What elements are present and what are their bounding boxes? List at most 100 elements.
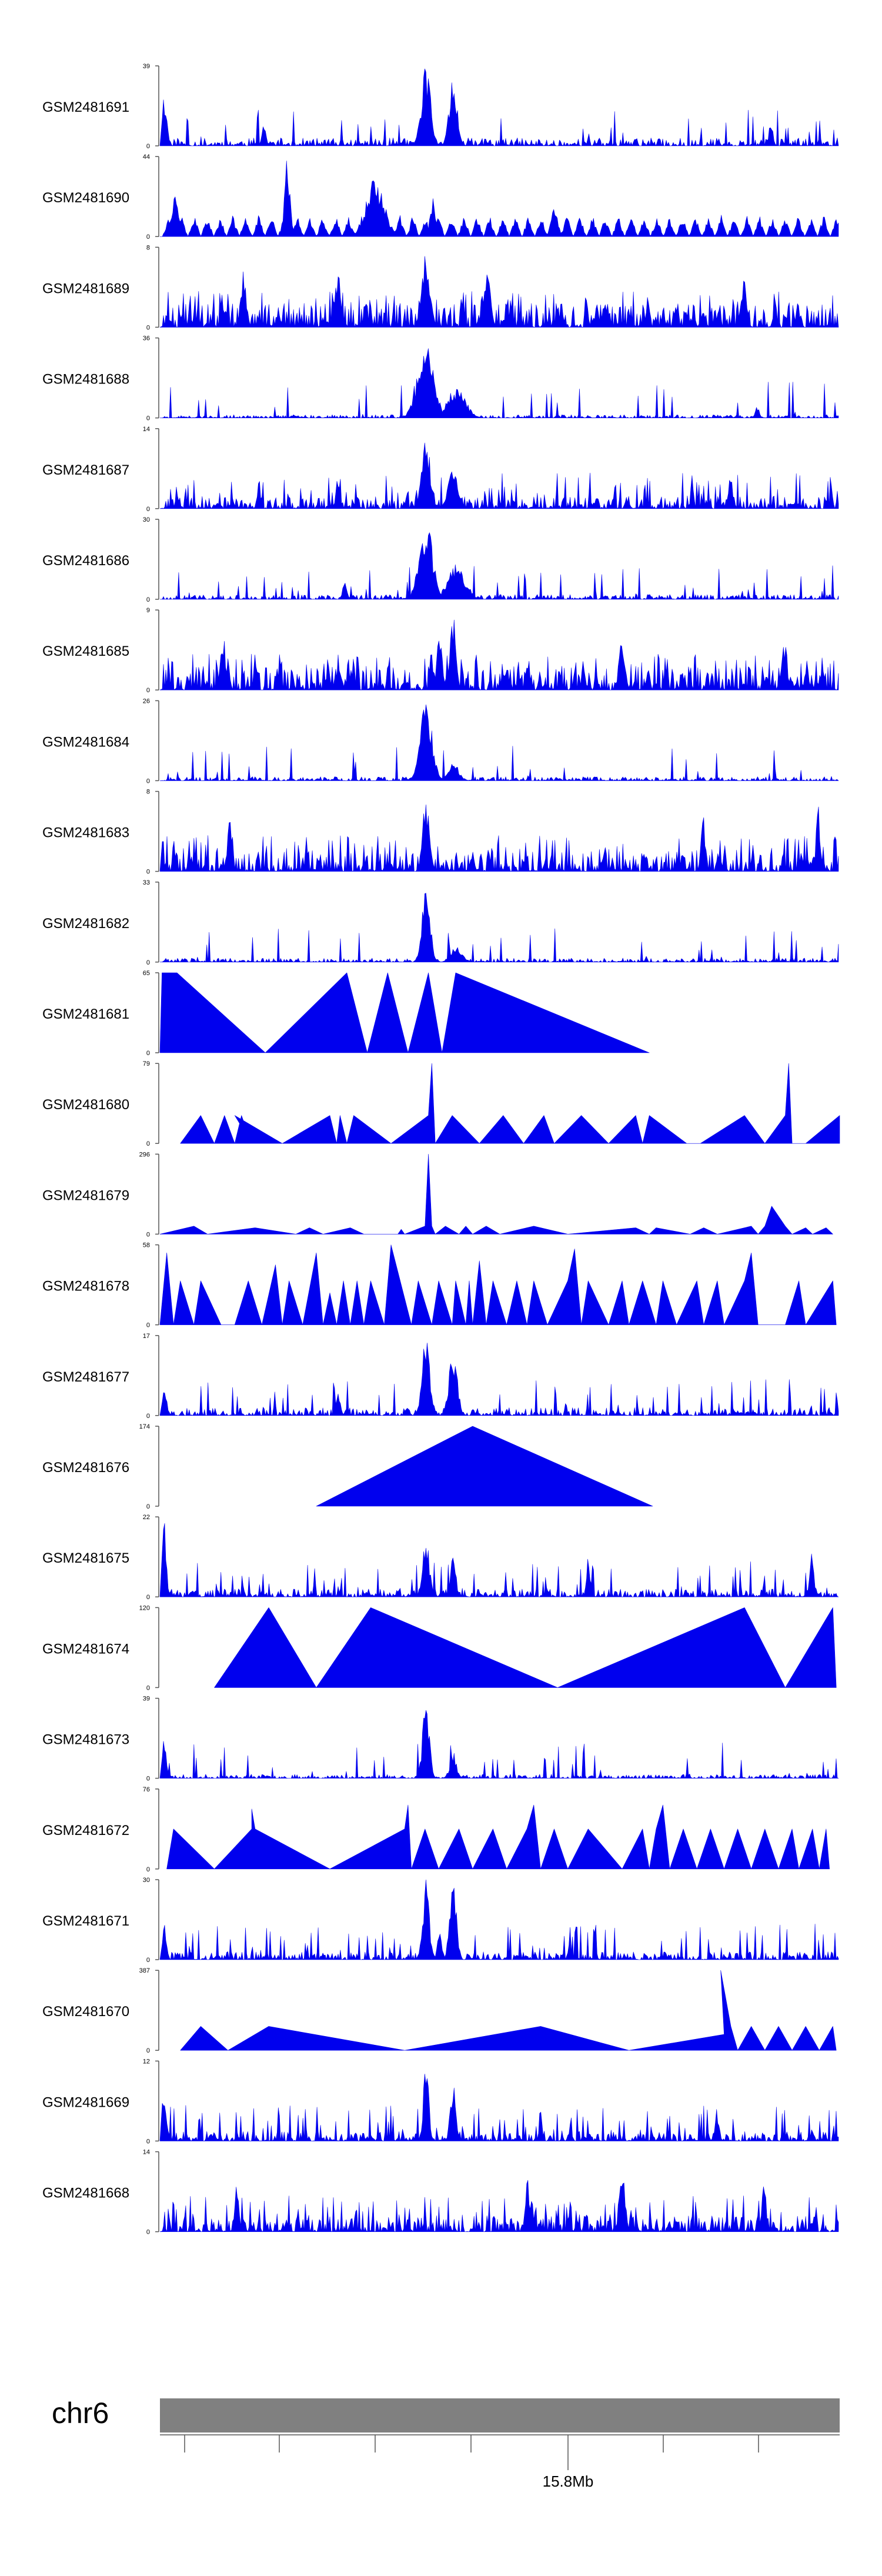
signal-area-GSM2481674 [214,1607,837,1688]
track-GSM2481670: GSM2481670 387 0 [42,1967,837,2054]
chromosome-label: chr6 [52,2397,109,2430]
y-tick-label-max: 17 [143,1333,150,1340]
signal-area-GSM2481691 [159,68,839,146]
y-tick-label-max: 387 [139,1967,150,1974]
signal-area-GSM2481683 [159,805,839,872]
y-tick-label-max: 58 [143,1242,150,1249]
position-label: 15.8Mb [543,2472,594,2490]
signal-area-GSM2481671 [159,1879,839,1960]
track-label: GSM2481674 [42,1641,129,1657]
track-label: GSM2481685 [42,643,129,659]
y-tick-label-zero: 0 [146,1776,150,1783]
y-tick-label-zero: 0 [146,415,150,422]
signal-area-GSM2481672 [166,1804,830,1870]
y-tick-label-zero: 0 [146,233,150,241]
signal-area-GSM2481684 [159,704,839,781]
y-tick-label-zero: 0 [146,869,150,876]
signal-area-GSM2481679 [159,1154,833,1234]
y-tick-label-max: 8 [146,789,150,796]
track-label: GSM2481668 [42,2185,129,2201]
signal-area-GSM2481687 [159,442,839,509]
y-tick-label-max: 296 [139,1151,150,1158]
track-GSM2481673: GSM2481673 39 0 [42,1696,839,1783]
y-tick-label-zero: 0 [146,2047,150,2054]
track-GSM2481668: GSM2481668 14 0 [42,2149,839,2236]
y-tick-label-zero: 0 [146,1957,150,1964]
y-tick-label-max: 14 [143,2149,150,2156]
y-tick-label-zero: 0 [146,2138,150,2145]
track-GSM2481688: GSM2481688 36 0 [42,335,839,422]
track-GSM2481676: GSM2481676 174 0 [42,1423,653,1510]
y-tick-label-max: 22 [143,1514,150,1521]
track-label: GSM2481683 [42,825,129,841]
chromosome-axis: chr6 15.8Mb [52,2397,840,2490]
track-label: GSM2481689 [42,281,129,296]
y-tick-label-zero: 0 [146,1594,150,1601]
y-tick-label-zero: 0 [146,1231,150,1238]
track-label: GSM2481691 [42,99,129,115]
track-GSM2481674: GSM2481674 120 0 [42,1604,837,1691]
track-GSM2481687: GSM2481687 14 0 [42,426,839,513]
y-tick-label-zero: 0 [146,506,150,513]
y-tick-label-zero: 0 [146,1140,150,1147]
y-tick-label-zero: 0 [146,1684,150,1691]
signal-area-GSM2481675 [159,1523,839,1597]
track-GSM2481685: GSM2481685 9 0 [42,607,839,694]
track-label: GSM2481671 [42,1913,129,1929]
track-label: GSM2481681 [42,1006,129,1022]
track-label: GSM2481684 [42,734,129,750]
y-tick-label-max: 65 [143,970,150,977]
y-tick-label-max: 8 [146,244,150,251]
track-GSM2481672: GSM2481672 76 0 [42,1786,830,1873]
track-label: GSM2481675 [42,1550,129,1566]
y-tick-label-max: 33 [143,879,150,886]
y-tick-label-max: 39 [143,1696,150,1703]
y-tick-label-max: 12 [143,2058,150,2065]
y-tick-label-zero: 0 [146,596,150,603]
y-tick-label-zero: 0 [146,959,150,966]
track-GSM2481681: GSM2481681 65 0 [42,970,650,1057]
signal-area-GSM2481676 [316,1426,653,1507]
signal-area-GSM2481668 [159,2180,839,2232]
signal-area-GSM2481685 [159,619,839,690]
track-label: GSM2481687 [42,462,129,478]
signal-area-GSM2481681 [159,972,650,1053]
y-tick-label-max: 30 [143,516,150,523]
track-GSM2481679: GSM2481679 296 0 [42,1151,833,1238]
y-tick-label-zero: 0 [146,1050,150,1057]
track-GSM2481682: GSM2481682 33 0 [42,879,839,966]
track-GSM2481686: GSM2481686 30 0 [42,516,839,603]
track-GSM2481691: GSM2481691 39 0 [42,63,839,150]
y-tick-label-zero: 0 [146,687,150,694]
track-label: GSM2481688 [42,372,129,388]
y-tick-label-max: 79 [143,1060,150,1067]
track-label: GSM2481680 [42,1097,129,1113]
y-tick-label-zero: 0 [146,143,150,150]
track-label: GSM2481672 [42,1823,129,1838]
position-ticks [160,2434,840,2470]
y-tick-label-max: 9 [146,607,150,614]
track-GSM2481680: GSM2481680 79 0 [42,1060,840,1147]
y-tick-label-zero: 0 [146,778,150,785]
y-tick-label-zero: 0 [146,2229,150,2236]
track-label: GSM2481669 [42,2094,129,2110]
signal-tracks: GSM2481691390GSM2481690440GSM248168980GS… [42,63,840,2236]
track-GSM2481689: GSM2481689 8 0 [42,244,839,331]
signal-area-GSM2481686 [159,532,839,600]
y-tick-label-max: 30 [143,1877,150,1884]
track-label: GSM2481670 [42,2004,129,2020]
track-label: GSM2481686 [42,553,129,569]
y-tick-label-max: 76 [143,1786,150,1793]
y-tick-label-max: 44 [143,154,150,161]
y-tick-label-zero: 0 [146,1866,150,1873]
y-tick-label-max: 39 [143,63,150,70]
track-GSM2481675: GSM2481675 22 0 [42,1514,839,1601]
signal-area-GSM2481669 [159,2074,839,2141]
track-GSM2481669: GSM2481669 12 0 [42,2058,839,2145]
y-tick-label-zero: 0 [146,324,150,331]
track-label: GSM2481678 [42,1279,129,1294]
signal-area-GSM2481678 [159,1244,837,1325]
track-label: GSM2481679 [42,1187,129,1203]
y-tick-label-max: 26 [143,698,150,705]
